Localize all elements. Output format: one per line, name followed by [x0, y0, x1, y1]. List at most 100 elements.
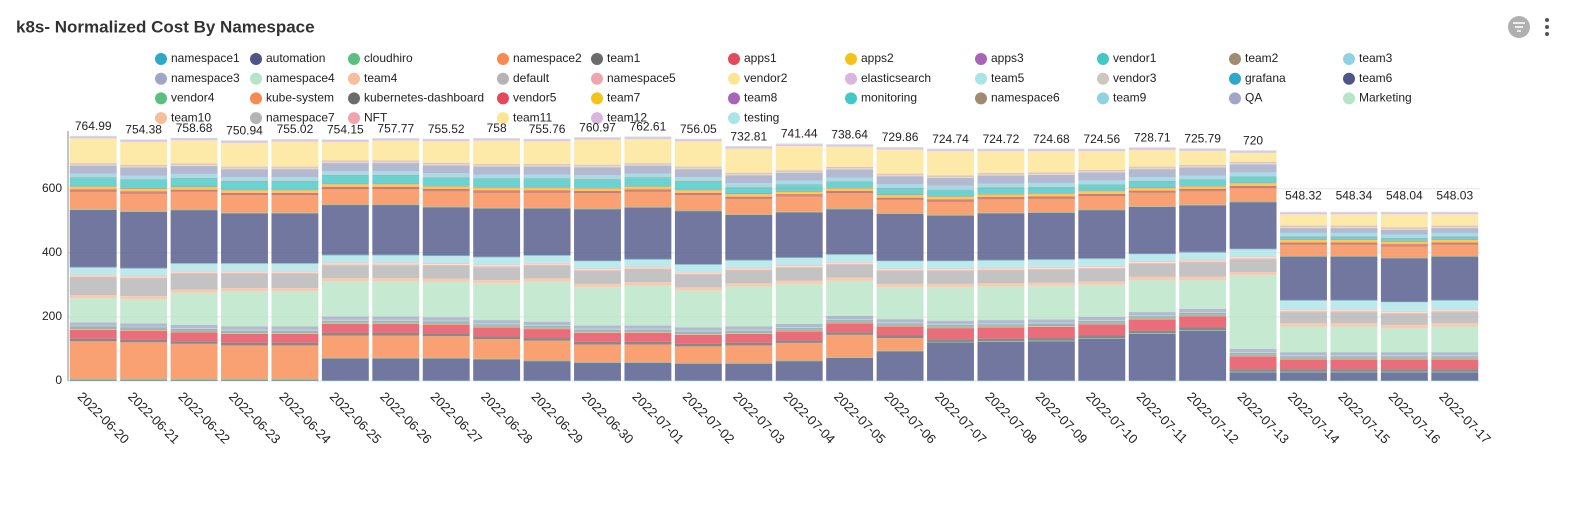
bar-segment	[674, 181, 722, 182]
bar-segment	[271, 326, 319, 330]
bar-segment	[1330, 357, 1378, 359]
bar-segment	[725, 175, 773, 184]
bar-segment	[69, 380, 117, 381]
bar-segment	[271, 177, 319, 181]
bar-segment	[523, 361, 571, 381]
menu-button[interactable]	[1545, 18, 1549, 36]
bar-segment	[1027, 172, 1075, 173]
bar-segment	[674, 331, 722, 333]
bar-segment	[624, 260, 672, 267]
bar-segment	[1128, 380, 1176, 381]
bar-segment	[372, 186, 420, 189]
bar-segment	[624, 341, 672, 345]
bar-segment	[1229, 187, 1277, 189]
bar-segment	[1027, 268, 1075, 270]
bar-segment	[826, 190, 874, 193]
bar-segment	[876, 197, 924, 200]
bar-segment	[221, 379, 268, 381]
bar-segment	[170, 324, 218, 329]
bar-segment	[1330, 371, 1378, 373]
bar-segment	[372, 138, 420, 141]
bar-segment	[1078, 323, 1126, 325]
bar-segment	[775, 185, 823, 191]
legend-swatch	[1343, 72, 1355, 85]
legend-label: namespace4	[266, 71, 335, 85]
bar-segment	[574, 190, 621, 193]
bar-segment	[574, 193, 621, 209]
legend-label: kubernetes-dashboard	[364, 91, 484, 105]
bar-segment	[1128, 190, 1176, 193]
bar-segment	[170, 164, 218, 165]
bar-segment	[1027, 174, 1075, 183]
bar-segment	[170, 186, 218, 188]
bar-segment	[120, 191, 168, 193]
bar-segment	[1078, 180, 1126, 185]
bar-segment	[826, 332, 874, 335]
bar-segment	[473, 256, 521, 258]
bar-segment	[1027, 326, 1075, 339]
legend-label: team10	[171, 110, 211, 124]
bar-segment	[574, 362, 621, 381]
bar-segment	[1330, 355, 1378, 357]
bar-segment	[624, 282, 672, 286]
bar-segment	[221, 342, 268, 346]
bar-segment	[69, 138, 117, 164]
bar-segment	[1229, 352, 1277, 354]
bar-segment	[271, 379, 319, 381]
bar-segment	[473, 264, 521, 266]
bar-segment	[321, 322, 369, 324]
bar-segment	[1179, 261, 1227, 263]
bar-segment	[826, 254, 874, 256]
bar-segment	[372, 163, 420, 172]
bar-segment	[422, 189, 470, 191]
bar-segment	[1280, 299, 1327, 301]
total-label: 548.03	[1436, 189, 1473, 203]
bar-segment	[1128, 147, 1176, 150]
bar-segment	[775, 180, 823, 185]
bar-segment	[1179, 175, 1227, 180]
bar-segment	[170, 328, 218, 330]
bar-segment	[977, 283, 1025, 287]
bar-segment	[1280, 211, 1327, 213]
bar-segment	[1128, 316, 1176, 318]
legend-swatch	[348, 112, 360, 125]
bar-segment	[473, 187, 521, 188]
bar-segment	[221, 264, 268, 271]
bar-segment	[523, 360, 571, 362]
bar-segment	[1229, 356, 1277, 370]
bar-segment	[1380, 352, 1428, 356]
bar-segment	[1431, 236, 1479, 237]
bar-segment	[523, 187, 571, 188]
bar-segment	[1280, 214, 1327, 226]
legend-swatch	[728, 92, 740, 105]
bar-segment	[574, 209, 621, 261]
bar-segment	[1330, 256, 1378, 300]
bar-segment	[69, 163, 117, 165]
bar-segment	[372, 184, 420, 187]
bar-segment	[473, 320, 521, 324]
filter-button[interactable]	[1508, 16, 1530, 38]
legend-swatch	[1343, 92, 1355, 105]
bar-segment	[271, 291, 319, 327]
bar-segment	[69, 209, 117, 267]
bar-segment	[1431, 358, 1479, 360]
bar-segment	[1229, 152, 1277, 162]
bar-segment	[725, 198, 773, 199]
bar-segment	[1431, 244, 1479, 256]
bar-segment	[1229, 275, 1277, 349]
legend-label: namespace1	[171, 51, 240, 65]
bar-segment	[170, 329, 218, 331]
bar-segment	[523, 166, 571, 175]
bar-segment	[775, 146, 823, 171]
bar-segment	[120, 179, 168, 181]
bar-segment	[1078, 321, 1126, 323]
bar-segment	[473, 324, 521, 326]
bar-segment	[1280, 309, 1327, 311]
bar-segment	[725, 261, 773, 268]
bar-segment	[271, 272, 319, 274]
bar-segment	[170, 380, 218, 381]
bar-segment	[775, 257, 823, 259]
legend-swatch	[845, 92, 857, 105]
bar-segment	[977, 172, 1025, 174]
bar-segment	[876, 174, 924, 176]
